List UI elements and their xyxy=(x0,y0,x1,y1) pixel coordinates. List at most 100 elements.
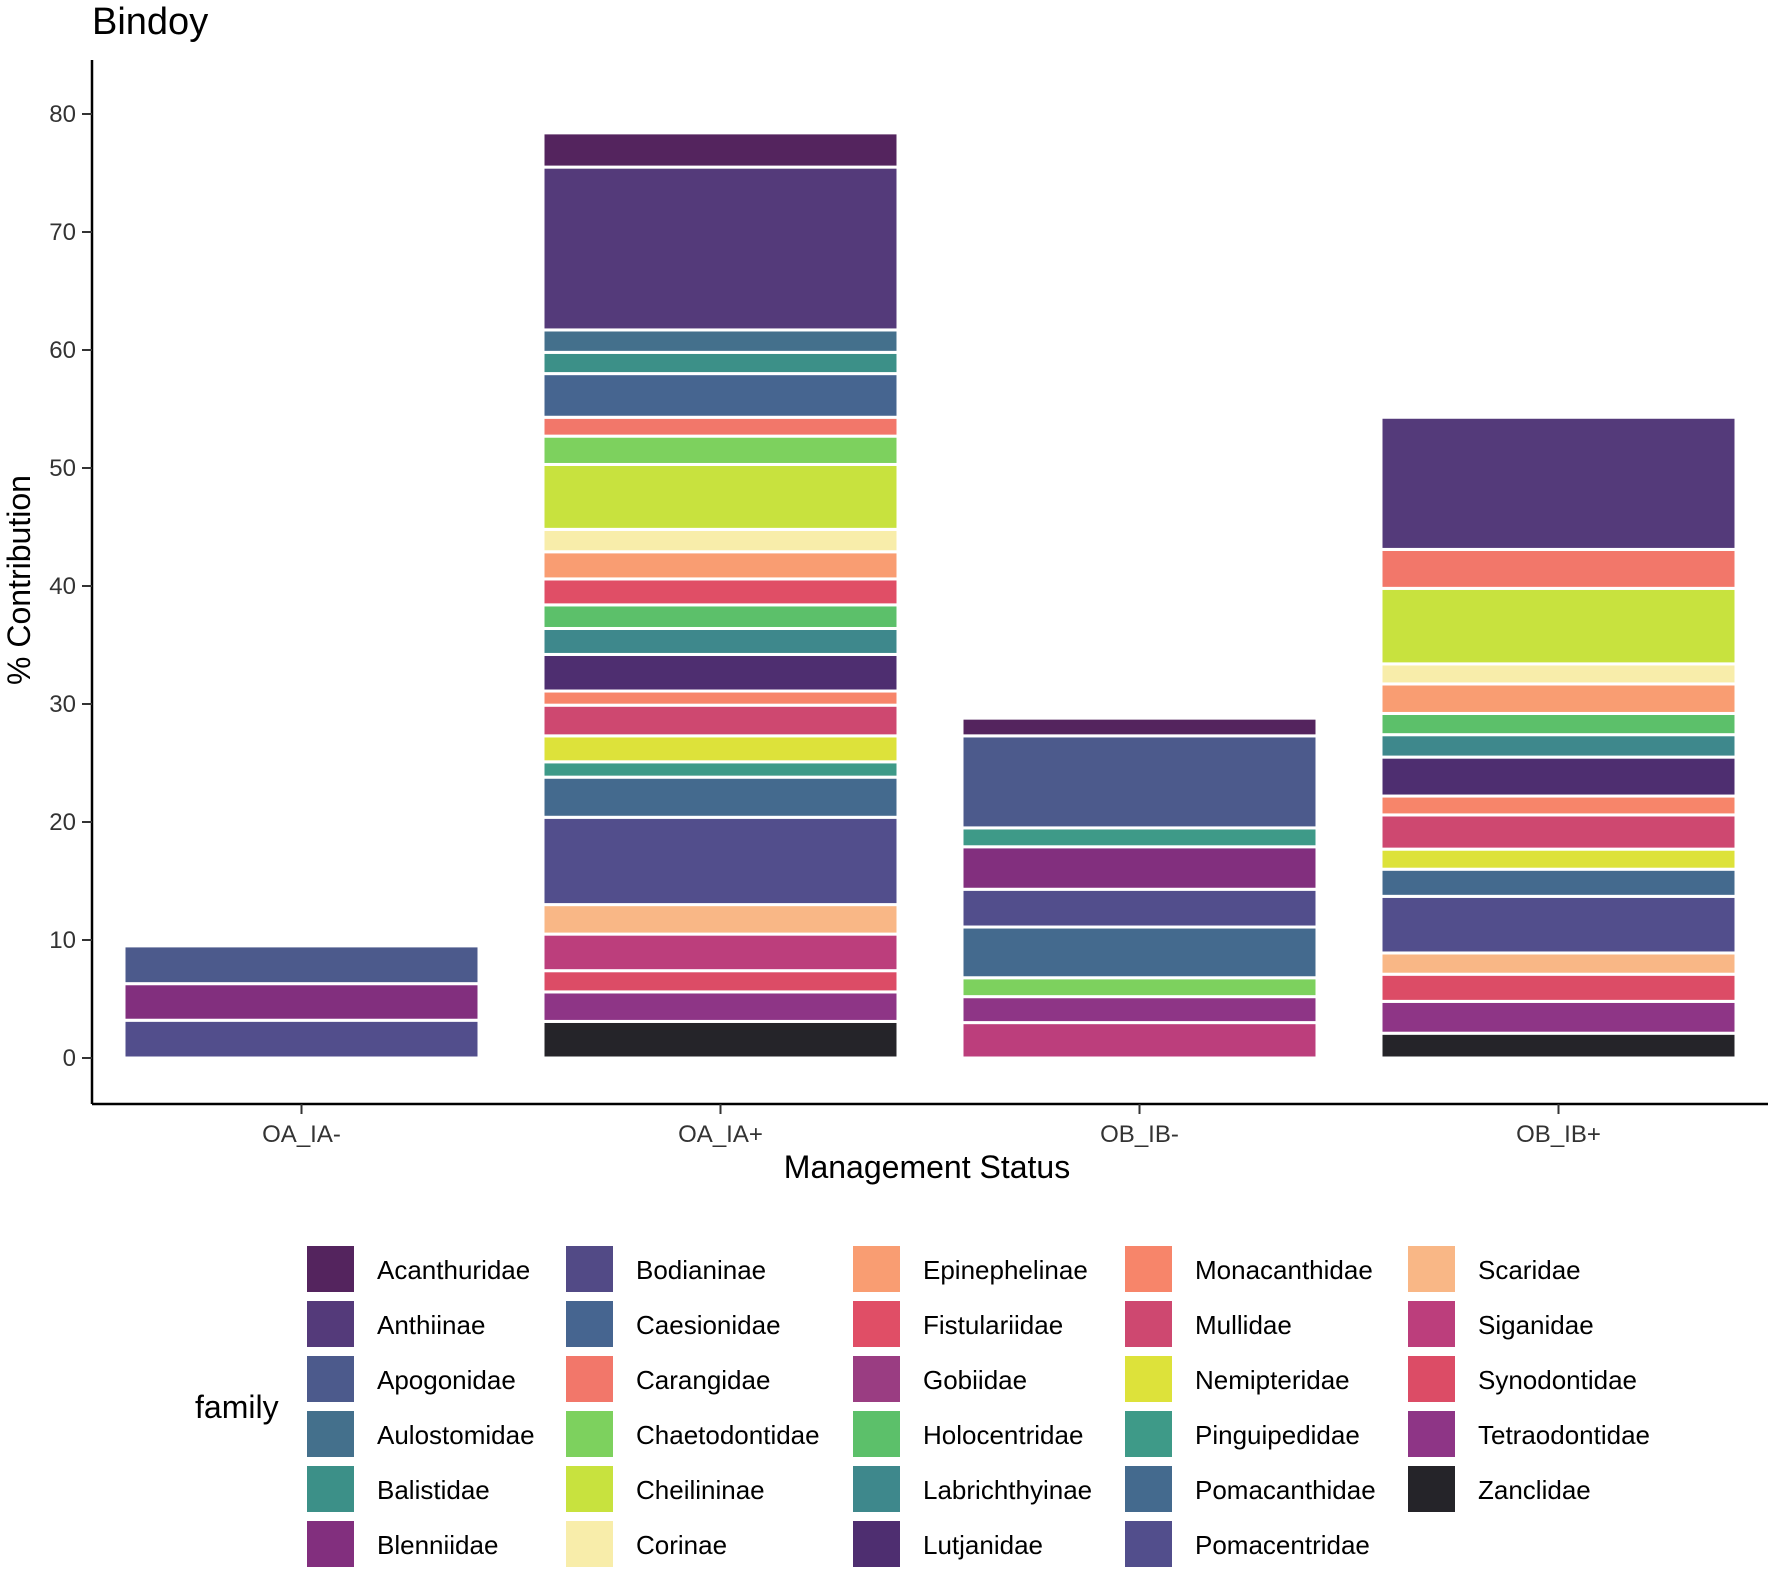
legend-key-monacanthidae xyxy=(1125,1246,1172,1292)
y-tick-label: 50 xyxy=(49,455,76,482)
bar-segment-chaetodontidae xyxy=(541,434,900,466)
legend-key-balistidae xyxy=(307,1466,354,1512)
bar-segment-carangidae xyxy=(541,415,900,438)
legend-key-corinae xyxy=(566,1521,613,1567)
x-axis-title: Management Status xyxy=(784,1149,1070,1185)
legend-label-pomacanthidae: Pomacanthidae xyxy=(1195,1475,1376,1505)
bar-segment-tetraodontidae xyxy=(960,995,1319,1025)
bar-segment-caesionidae xyxy=(541,372,900,419)
bar-segment-nemipteridae xyxy=(1379,847,1738,871)
legend-label-synodontidae: Synodontidae xyxy=(1478,1365,1637,1395)
legend-label-nemipteridae: Nemipteridae xyxy=(1195,1365,1350,1395)
bar-segment-labrichthyinae xyxy=(1379,733,1738,759)
bar-segment-siganidae xyxy=(960,1021,1319,1060)
bar-segment-siganidae xyxy=(541,932,900,973)
bar-segment-cheilininae xyxy=(541,462,900,531)
legend-key-caesionidae xyxy=(566,1301,613,1347)
bar-segment-pomacentridae xyxy=(1379,894,1738,955)
bar-segment-tetraodontidae xyxy=(541,990,900,1023)
bar-segment-lutjanidae xyxy=(541,652,900,693)
bar-segment-apogonidae xyxy=(122,944,481,986)
bar-segment-fistulariidae xyxy=(541,577,900,607)
legend-key-siganidae xyxy=(1408,1301,1455,1347)
bar-stack-OA_IA- xyxy=(122,944,481,1060)
legend-key-holocentridae xyxy=(853,1411,900,1457)
legend-label-pomacentridae: Pomacentridae xyxy=(1195,1530,1370,1560)
chart-title: Bindoy xyxy=(92,1,208,43)
legend-key-nemipteridae xyxy=(1125,1356,1172,1402)
legend-key-aulostomidae xyxy=(307,1411,354,1457)
legend-key-chaetodontidae xyxy=(566,1411,613,1457)
bar-segment-cheilininae xyxy=(1379,586,1738,666)
bar-segment-lutjanidae xyxy=(1379,755,1738,798)
y-axis-title: % Contribution xyxy=(1,475,37,685)
x-tick-label: OB_IB- xyxy=(1100,1121,1179,1148)
bar-stack-OB_IB- xyxy=(960,716,1319,1060)
bar-segment-blenniidae xyxy=(960,845,1319,891)
legend-key-tetraodontidae xyxy=(1408,1411,1455,1457)
bar-segment-aulostomidae xyxy=(541,328,900,354)
bar-segment-blenniidae xyxy=(122,982,481,1022)
bar-segment-holocentridae xyxy=(1379,711,1738,737)
bar-segment-scaridae xyxy=(541,903,900,936)
legend-label-bodianinae: Bodianinae xyxy=(636,1255,766,1285)
x-tick-label: OA_IA+ xyxy=(678,1121,763,1148)
legend-key-blenniidae xyxy=(307,1521,354,1567)
bar-segment-epinephelinae xyxy=(541,550,900,581)
bar-stack-OB_IB+ xyxy=(1379,415,1738,1060)
legend-label-labrichthyinae: Labrichthyinae xyxy=(923,1475,1092,1505)
legend-label-carangidae: Carangidae xyxy=(636,1365,770,1395)
bar-segment-zanclidae xyxy=(541,1019,900,1060)
y-tick-label: 10 xyxy=(49,927,76,954)
bar-segment-monacanthidae xyxy=(1379,794,1738,817)
legend-key-pinguipedidae xyxy=(1125,1411,1172,1457)
legend-label-mullidae: Mullidae xyxy=(1195,1310,1292,1340)
legend-key-cheilininae xyxy=(566,1466,613,1512)
legend-label-blenniidae: Blenniidae xyxy=(377,1530,498,1560)
bar-stack-OA_IA+ xyxy=(541,131,900,1060)
legend: family Acanthuridae Anthiinae Apogonidae Au… xyxy=(195,1246,1650,1567)
legend-key-pomacanthidae xyxy=(1125,1466,1172,1512)
legend-key-scaridae xyxy=(1408,1246,1455,1292)
bar-segment-pomacanthidae xyxy=(960,925,1319,980)
legend-key-pomacentridae xyxy=(1125,1521,1172,1567)
bar-segment-pinguipedidae xyxy=(960,826,1319,849)
legend-label-pinguipedidae: Pinguipedidae xyxy=(1195,1420,1360,1450)
y-tick-label: 70 xyxy=(49,219,76,246)
bar-segment-pomacanthidae xyxy=(541,775,900,819)
bar-segment-corinae xyxy=(1379,662,1738,686)
bar-segment-labrichthyinae xyxy=(541,626,900,656)
legend-label-zanclidae: Zanclidae xyxy=(1478,1475,1591,1505)
legend-label-siganidae: Siganidae xyxy=(1478,1310,1594,1340)
legend-key-labrichthyinae xyxy=(853,1466,900,1512)
bar-segment-corinae xyxy=(541,527,900,554)
bar-segment-pinguipedidae xyxy=(541,760,900,779)
y-tick-label: 30 xyxy=(49,691,76,718)
legend-label-balistidae: Balistidae xyxy=(377,1475,490,1505)
bar-segment-chaetodontidae xyxy=(960,976,1319,999)
bar-segment-scaridae xyxy=(1379,951,1738,976)
bar-segment-epinephelinae xyxy=(1379,682,1738,715)
legend-label-fistulariidae: Fistulariidae xyxy=(923,1310,1063,1340)
bar-segment-acanthuridae xyxy=(541,131,900,169)
legend-label-acanthuridae: Acanthuridae xyxy=(377,1255,530,1285)
y-tick-label: 40 xyxy=(49,573,76,600)
y-tick-label: 20 xyxy=(49,809,76,836)
x-tick-label: OA_IA- xyxy=(262,1121,341,1148)
bars xyxy=(122,131,1738,1060)
legend-label-scaridae: Scaridae xyxy=(1478,1255,1581,1285)
legend-label-corinae: Corinae xyxy=(636,1530,727,1560)
bar-segment-synodontidae xyxy=(1379,972,1738,1003)
bar-segment-pomacentridae xyxy=(122,1018,481,1060)
bar-segment-carangidae xyxy=(1379,547,1738,590)
bar-segment-pomacentridae xyxy=(960,887,1319,929)
legend-label-epinephelinae: Epinephelinae xyxy=(923,1255,1088,1285)
bar-segment-apogonidae xyxy=(960,734,1319,830)
bar-segment-balistidae xyxy=(541,350,900,376)
x-tick-label: OB_IB+ xyxy=(1516,1121,1601,1148)
bar-segment-anthiinae xyxy=(541,165,900,332)
bar-segment-monacanthidae xyxy=(541,689,900,707)
legend-label-monacanthidae: Monacanthidae xyxy=(1195,1255,1373,1285)
axes: 0 10 20 30 40 50 60 70 80 OA_IA- OA_IA+ OB_IB- OB_IB… xyxy=(49,60,1768,1148)
